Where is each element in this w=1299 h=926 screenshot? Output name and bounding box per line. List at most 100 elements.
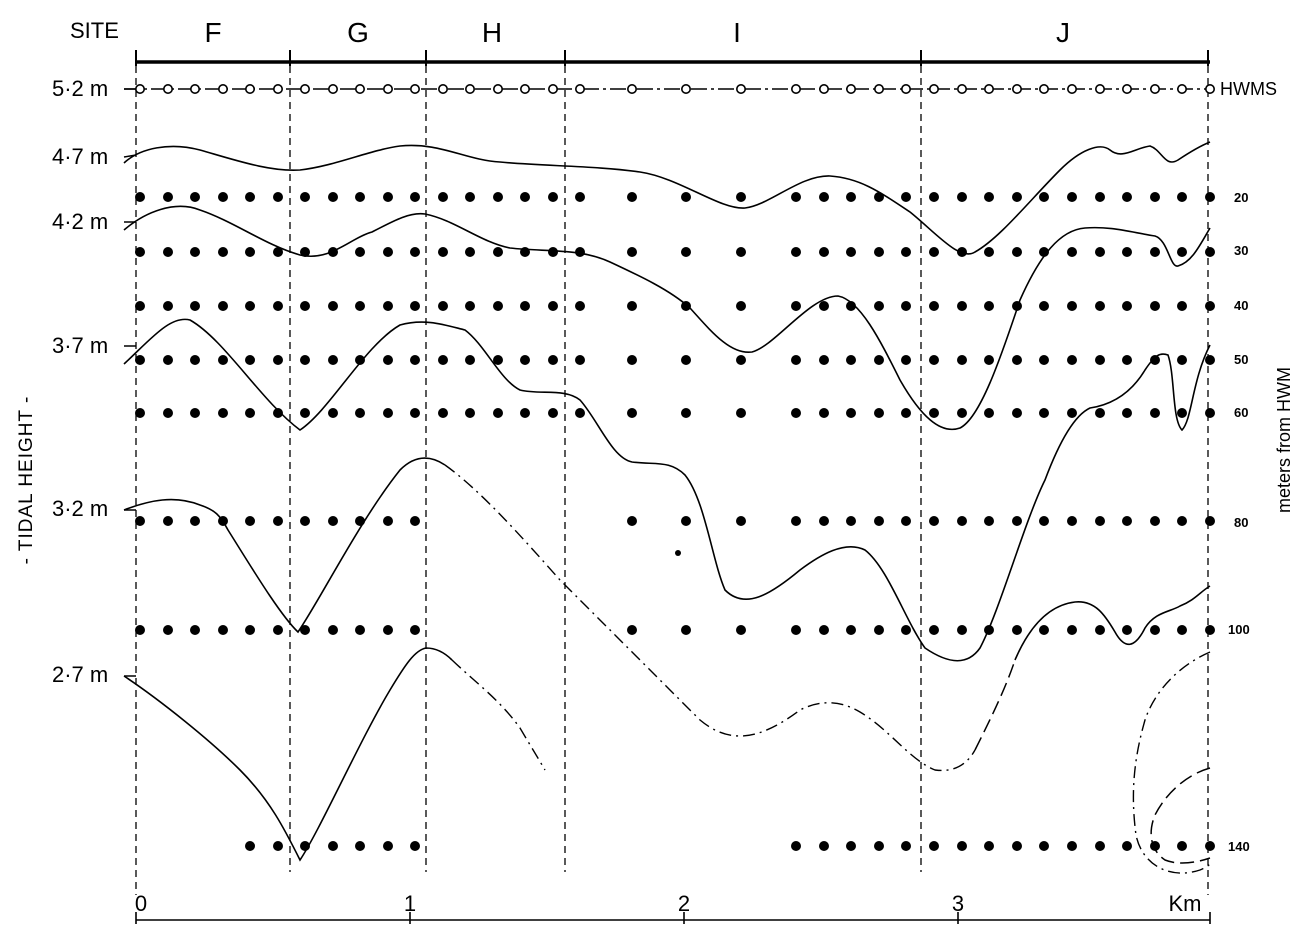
sample-point [273, 625, 283, 635]
sample-point [190, 355, 200, 365]
sample-point [1095, 355, 1105, 365]
sample-point [1177, 625, 1187, 635]
hwms-sample-point [790, 84, 801, 95]
sample-point [410, 625, 420, 635]
sample-point [438, 192, 448, 202]
site-label-f: F [204, 17, 221, 48]
sample-point [520, 192, 530, 202]
right-axis: HWMS 20 30 40 50 60 80 100 140 meters fr… [1220, 79, 1294, 854]
sample-point [819, 301, 829, 311]
sample-point [984, 192, 994, 202]
sample-point [300, 247, 310, 257]
hwms-sample-point [873, 84, 884, 95]
contour-lower-right-inner [1150, 767, 1211, 864]
stray-mark [675, 550, 681, 556]
sample-point [957, 355, 967, 365]
sample-point [520, 355, 530, 365]
sample-point [328, 841, 338, 851]
km-unit-label: Km [1169, 891, 1202, 916]
sample-point [548, 247, 558, 257]
sample-point [627, 408, 637, 418]
sample-point [328, 301, 338, 311]
sample-point [1067, 192, 1077, 202]
sample-point [819, 841, 829, 851]
sample-point [901, 408, 911, 418]
distance-tick: 50 [1234, 352, 1248, 367]
hwms-sample-point [327, 84, 338, 95]
sample-point [846, 408, 856, 418]
hwms-sample-point [464, 84, 475, 95]
sample-point [328, 625, 338, 635]
sample-point [1012, 192, 1022, 202]
sample-point [874, 355, 884, 365]
hwms-sample-point [1095, 84, 1106, 95]
sample-point [1012, 408, 1022, 418]
sample-point [957, 841, 967, 851]
sample-point [1067, 301, 1077, 311]
sample-point [929, 408, 939, 418]
sample-point [300, 192, 310, 202]
sample-point [1205, 516, 1215, 526]
sample-point [493, 355, 503, 365]
sample-point [218, 408, 228, 418]
hwms-sample-point [1067, 84, 1078, 95]
sample-point [493, 247, 503, 257]
sample-point [1039, 516, 1049, 526]
sample-point [901, 301, 911, 311]
sample-point [1095, 516, 1105, 526]
km-tick: 1 [404, 891, 416, 916]
distance-tick: 20 [1234, 190, 1248, 205]
sample-point [300, 301, 310, 311]
sample-point [791, 192, 801, 202]
sample-point [245, 516, 255, 526]
sample-point [1205, 192, 1215, 202]
hwms-sample-point [900, 84, 911, 95]
sample-point [190, 516, 200, 526]
sample-point [245, 247, 255, 257]
sample-point [410, 192, 420, 202]
sample-point [548, 192, 558, 202]
sample-point [218, 247, 228, 257]
sample-point [273, 301, 283, 311]
sample-point [575, 301, 585, 311]
sample-point [791, 841, 801, 851]
sample-point [163, 625, 173, 635]
sample-point [736, 247, 746, 257]
sample-point [1067, 516, 1077, 526]
sample-point [681, 247, 691, 257]
sample-point [410, 355, 420, 365]
sample-point [1095, 192, 1105, 202]
sample-point [1205, 408, 1215, 418]
sample-point [929, 625, 939, 635]
sample-point [273, 841, 283, 851]
sample-point [410, 408, 420, 418]
sample-point [736, 355, 746, 365]
sample-point [1122, 355, 1132, 365]
sample-point [1150, 516, 1160, 526]
sample-point [1177, 301, 1187, 311]
sample-point [1095, 301, 1105, 311]
hwms-sample-point [135, 84, 146, 95]
sample-point [1039, 247, 1049, 257]
sample-point [627, 355, 637, 365]
sample-point [218, 301, 228, 311]
hwms-sample-point [272, 84, 283, 95]
sample-point [791, 355, 801, 365]
sample-point [736, 192, 746, 202]
sample-point [819, 516, 829, 526]
hwms-sample-point [245, 84, 256, 95]
sample-point [1067, 355, 1077, 365]
sample-point [438, 247, 448, 257]
sample-point [410, 841, 420, 851]
sample-point [1205, 301, 1215, 311]
contour-2-7m [123, 647, 453, 862]
sample-point [984, 516, 994, 526]
sample-point [627, 247, 637, 257]
hwms-sample-point [818, 84, 829, 95]
sample-point [901, 841, 911, 851]
sample-point [1150, 408, 1160, 418]
sample-point [846, 192, 856, 202]
sample-point [1012, 355, 1022, 365]
sample-point [1095, 625, 1105, 635]
sample-point [520, 408, 530, 418]
